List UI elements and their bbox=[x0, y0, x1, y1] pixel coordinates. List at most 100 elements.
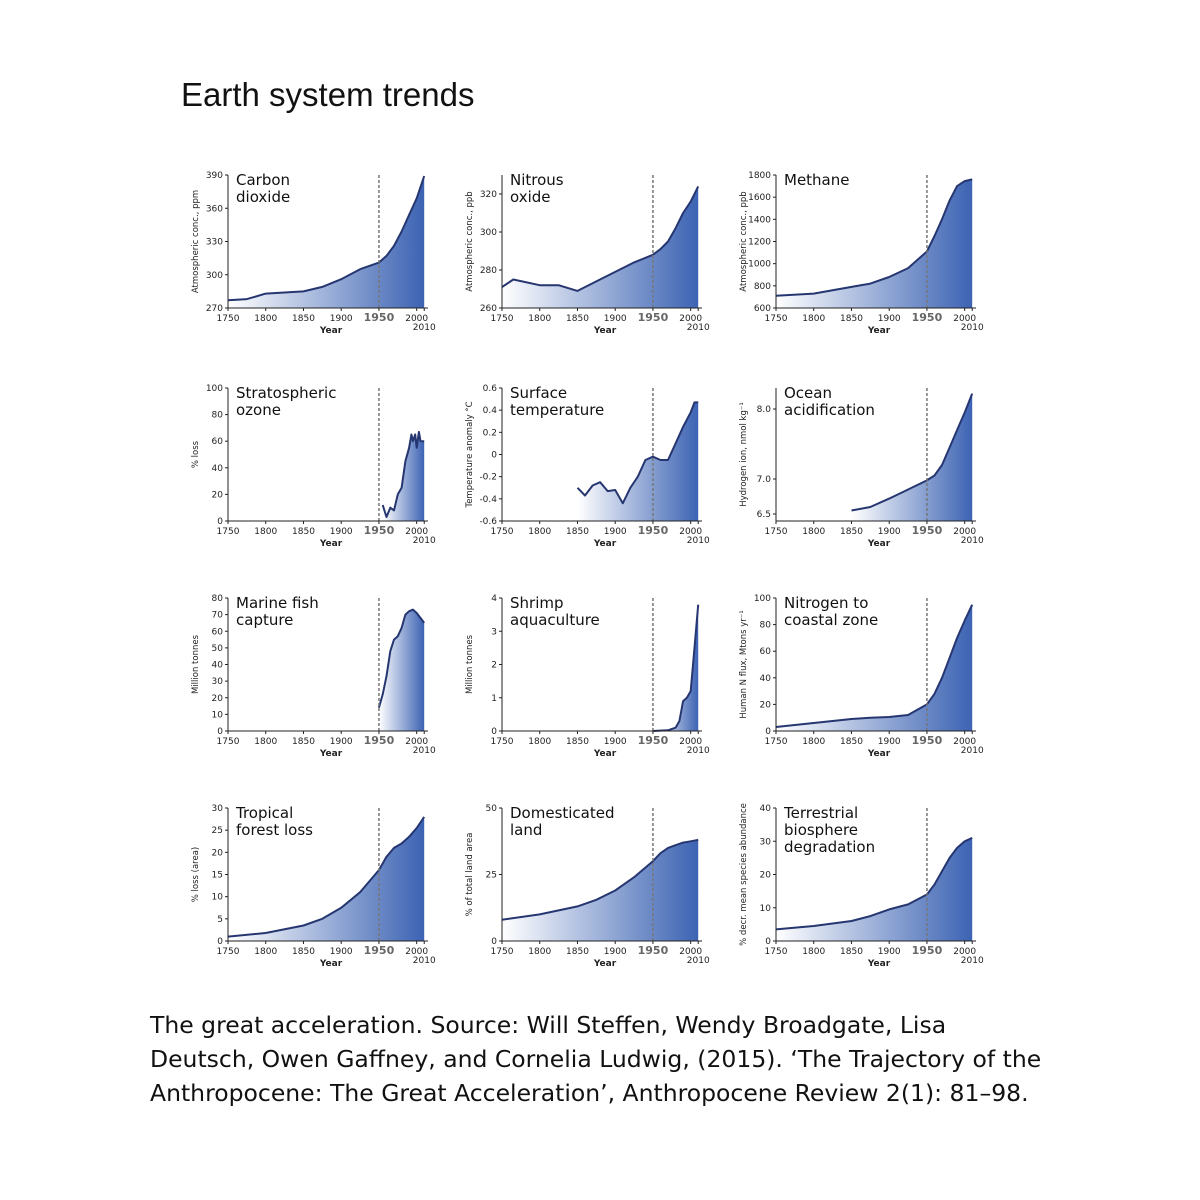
chart-title: Nitrous oxide bbox=[510, 171, 564, 206]
y-tick-label: 20 bbox=[212, 490, 224, 500]
y-tick-label: 360 bbox=[206, 204, 223, 214]
x-tick-label: 2000 bbox=[405, 947, 428, 957]
y-tick-label: 30 bbox=[760, 837, 772, 847]
panel: 0 25 50 1750 1800 1850 1900 1950 2000 2010 Year % o… bbox=[457, 796, 727, 1006]
y-tick-label: 7.0 bbox=[757, 475, 772, 485]
x-tick-label: 1900 bbox=[604, 527, 627, 537]
y-tick-label: 4 bbox=[491, 594, 497, 604]
line bbox=[501, 838, 699, 921]
chart: 270 300 330 360 390 1750 1800 1850 1900 1950 20002… bbox=[191, 171, 436, 336]
x-tick-label: 2000 bbox=[679, 737, 702, 747]
x-axis-label: Year bbox=[593, 326, 617, 336]
x-tick-label: 2000 bbox=[953, 737, 976, 747]
x-tick-label: 2000 bbox=[953, 314, 976, 324]
x-axis-label: Year bbox=[593, 749, 617, 759]
y-axis-label: Atmospheric conc., ppb bbox=[465, 191, 475, 291]
y-tick-label: 0 bbox=[217, 517, 223, 527]
x-axis-label: Year bbox=[319, 539, 343, 549]
chart: 0 20 40 60 80 100 1750 1800 1850 1900 1950 20002010… bbox=[191, 384, 436, 549]
area bbox=[776, 179, 973, 308]
x-tick-label: 1900 bbox=[604, 737, 627, 747]
x-tick-label: 1800 bbox=[254, 527, 277, 537]
chart-title: Marine fish capture bbox=[236, 594, 319, 629]
y-tick-label: 0.2 bbox=[483, 428, 497, 438]
y-tick-label: 3 bbox=[491, 627, 497, 637]
y-axis-label: Atmospheric conc., ppb bbox=[739, 191, 749, 291]
x-tick-label: 1800 bbox=[254, 737, 277, 747]
y-tick-label: 60 bbox=[212, 627, 224, 637]
y-axis-label: % of total land area bbox=[465, 833, 475, 917]
y-tick-label: 300 bbox=[480, 228, 497, 238]
y-axis-label: % loss bbox=[191, 440, 201, 468]
x-tick-label: 1850 bbox=[292, 314, 315, 324]
y-tick-label: 25 bbox=[212, 826, 223, 836]
area bbox=[502, 186, 699, 308]
area bbox=[502, 839, 699, 941]
chart: 600 800 1000 1200 1400 1600 1800 1750 1800 1850 19… bbox=[739, 171, 984, 336]
x-tick-label: 1850 bbox=[840, 314, 863, 324]
x-tick-label: 1750 bbox=[217, 947, 240, 957]
x-tick-label: 1950 bbox=[364, 944, 395, 957]
y-axis-label: Million tonnes bbox=[465, 634, 475, 694]
y-axis-label: % loss (area) bbox=[191, 847, 201, 903]
x-tick-label: 1950 bbox=[638, 734, 669, 747]
y-tick-label: 0 bbox=[491, 937, 497, 947]
panel: 260 280 300 320 1750 1800 1850 1900 1950 2000 2010… bbox=[457, 163, 727, 373]
area bbox=[228, 816, 425, 941]
x-tick-label: 1800 bbox=[254, 947, 277, 957]
x-tick-label: 1750 bbox=[217, 314, 240, 324]
x-tick-label: 1950 bbox=[638, 311, 669, 324]
y-tick-label: 0 bbox=[491, 727, 497, 737]
line bbox=[377, 608, 425, 708]
x-axis-label: Year bbox=[593, 539, 617, 549]
y-tick-label: 40 bbox=[760, 804, 772, 814]
y-tick-label: 15 bbox=[212, 871, 223, 881]
y-tick-label: 10 bbox=[760, 904, 772, 914]
y-tick-label: 20 bbox=[760, 871, 772, 881]
y-tick-label: 5 bbox=[217, 915, 223, 925]
line bbox=[501, 185, 700, 292]
y-tick-label: 0 bbox=[765, 727, 771, 737]
area bbox=[378, 609, 425, 731]
x-tick-label: 2000 bbox=[679, 947, 702, 957]
x-tick-label: 1850 bbox=[840, 737, 863, 747]
x-tick-label: 2000 bbox=[679, 527, 702, 537]
panel: 600 800 1000 1200 1400 1600 1800 1750 1800 1850 19… bbox=[731, 163, 1001, 373]
chart: 0 20 40 60 80 100 1750 1800 1850 1900 1950 20002010… bbox=[739, 594, 984, 759]
y-tick-label: 280 bbox=[480, 266, 497, 276]
y-tick-label: 1400 bbox=[748, 215, 771, 225]
y-axis-label: Human N flux, Mtons yr⁻¹ bbox=[739, 610, 749, 718]
x-tick-label: 2010 bbox=[413, 956, 436, 966]
x-tick-label: 1950 bbox=[912, 944, 943, 957]
y-tick-label: 600 bbox=[754, 304, 771, 314]
chart: 260 280 300 320 1750 1800 1850 1900 1950 20002010… bbox=[465, 175, 710, 336]
x-tick-label: 2010 bbox=[961, 323, 984, 333]
x-tick-label: 1750 bbox=[491, 737, 514, 747]
panel: 0 20 40 60 80 100 1750 1800 1850 1900 1950 2000 2010… bbox=[183, 376, 453, 586]
x-tick-label: 1750 bbox=[765, 737, 788, 747]
x-tick-label: 1750 bbox=[765, 527, 788, 537]
x-tick-label: 1800 bbox=[528, 947, 551, 957]
y-tick-label: 40 bbox=[212, 661, 224, 671]
y-tick-label: 10 bbox=[212, 710, 224, 720]
chart: -0.6 -0.4 -0.2 0 0.2 0.4 0.6 1750 1800 1850 1900 19… bbox=[465, 384, 710, 549]
y-tick-label: 300 bbox=[206, 271, 223, 281]
line bbox=[381, 430, 425, 518]
y-tick-label: 1200 bbox=[748, 238, 771, 248]
page-title: Earth system trends bbox=[181, 76, 475, 113]
x-tick-label: 1900 bbox=[330, 527, 353, 537]
x-tick-label: 1950 bbox=[364, 524, 395, 537]
x-tick-label: 1900 bbox=[604, 314, 627, 324]
y-tick-label: 270 bbox=[206, 304, 223, 314]
y-tick-label: 10 bbox=[212, 893, 224, 903]
x-tick-label: 1850 bbox=[566, 314, 589, 324]
y-tick-label: 40 bbox=[212, 464, 224, 474]
area bbox=[577, 402, 699, 521]
y-axis-label: % decr. mean species abundance bbox=[739, 803, 749, 946]
x-tick-label: 2000 bbox=[405, 737, 428, 747]
y-tick-label: 0 bbox=[491, 451, 497, 461]
x-tick-label: 1850 bbox=[566, 527, 589, 537]
